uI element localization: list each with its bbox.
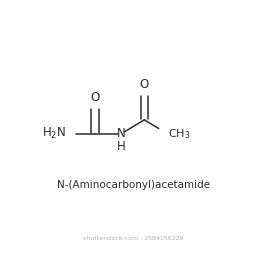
Text: shutterstock.com · 2584156229: shutterstock.com · 2584156229 [83, 236, 184, 241]
Text: O: O [90, 91, 100, 104]
Text: CH$_3$: CH$_3$ [167, 127, 190, 141]
Text: N-(Aminocarbonyl)acetamide: N-(Aminocarbonyl)acetamide [57, 179, 210, 190]
Text: O: O [140, 78, 149, 91]
Text: H: H [117, 140, 126, 153]
Text: H$_2$N: H$_2$N [42, 126, 66, 141]
Text: N: N [117, 127, 126, 140]
